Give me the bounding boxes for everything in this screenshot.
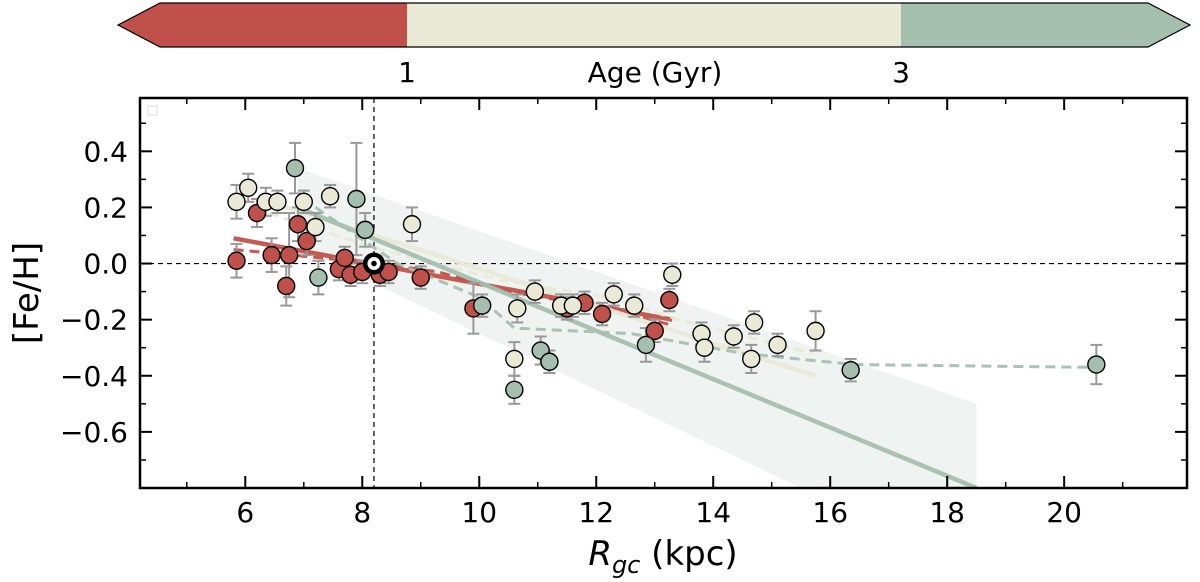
cluster-point [285, 158, 305, 178]
cluster-point [724, 327, 743, 346]
cluster-point [335, 248, 354, 268]
x-axis-label-unit: (kpc) [640, 534, 737, 574]
plot-frame [138, 96, 1189, 490]
cluster-point [841, 360, 860, 380]
x-axis-label-main: R [588, 534, 612, 574]
cluster-point [1087, 355, 1106, 374]
cluster-point [742, 349, 761, 369]
cluster-point [347, 189, 366, 209]
x-tick-label: 8 [353, 496, 371, 529]
cluster-point [402, 215, 422, 234]
x-tick-label: 18 [929, 496, 965, 529]
colorbar-bin [407, 3, 901, 47]
x-tick-label: 6 [236, 496, 254, 529]
cluster-point [604, 285, 623, 304]
gradient-fit-dashed-line [314, 206, 1094, 369]
cluster-point [227, 192, 246, 212]
cluster-point [268, 192, 287, 212]
cluster-point [540, 352, 559, 371]
cluster-point [309, 268, 328, 287]
colorbar-tick-label: 3 [892, 56, 910, 89]
y-tick-label: 0.2 [83, 191, 128, 224]
colorbar-outline [116, 2, 1192, 48]
cluster-point [508, 299, 527, 318]
cluster-point [277, 276, 296, 296]
x-tick-label: 20 [1046, 496, 1082, 529]
cluster-point [294, 192, 313, 212]
cluster-point [505, 349, 524, 369]
y-tick-label: −0.4 [60, 360, 128, 393]
x-axis-label: Rgc (kpc) [588, 534, 737, 579]
cluster-point [472, 296, 492, 315]
colorbar-tick-label: 1 [398, 56, 416, 89]
cluster-point [297, 231, 316, 251]
cluster-point [592, 304, 612, 324]
cluster-point [262, 245, 281, 265]
cluster-point [660, 290, 679, 310]
legend-marker [147, 105, 158, 116]
colorbar-bin [118, 3, 407, 47]
fit-uncertainty-band [297, 168, 977, 488]
cluster-point [806, 321, 825, 341]
cluster-point [411, 268, 430, 287]
x-tick-label: 16 [812, 496, 848, 529]
cluster-point [768, 335, 787, 355]
cluster-point [355, 220, 375, 240]
x-tick-label: 12 [578, 496, 614, 529]
cluster-point [695, 338, 714, 357]
colorbar: 1 3 Age (Gyr) [116, 2, 1192, 89]
colorbar-bin [901, 3, 1190, 47]
cluster-point [525, 282, 545, 301]
cluster-point [636, 335, 656, 355]
y-tick-label: 0.4 [83, 135, 128, 168]
cluster-point [306, 217, 325, 237]
plot-area: 6 8 10 12 14 16 18 20 0.4 0.2 0.0 −0.2 −0.4 −0.6 [60, 96, 1189, 529]
y-tick-label: −0.6 [60, 416, 128, 449]
cluster-point [663, 265, 682, 284]
cluster-point [239, 178, 258, 197]
gradient-fit-line [297, 205, 978, 488]
cluster-point [227, 251, 246, 270]
y-axis-label: [Fe/H] [7, 242, 47, 344]
cluster-point [288, 215, 308, 234]
gradient-fit-dashed-line [268, 211, 814, 355]
x-tick-label: 14 [695, 496, 731, 529]
cluster-point [279, 245, 299, 265]
cluster-point [505, 380, 524, 399]
cluster-point [744, 313, 764, 332]
cluster-point [645, 321, 664, 341]
sun-symbol-dot [371, 260, 377, 267]
cluster-point [563, 296, 583, 315]
y-tick-label: 0.0 [83, 248, 128, 281]
colorbar-label: Age (Gyr) [588, 56, 723, 89]
y-tick-label: −0.2 [60, 304, 128, 337]
x-tick-label: 10 [461, 496, 497, 529]
x-axis-label-subscript: gc [612, 551, 640, 579]
cluster-point [320, 187, 340, 206]
cluster-point [625, 296, 644, 315]
